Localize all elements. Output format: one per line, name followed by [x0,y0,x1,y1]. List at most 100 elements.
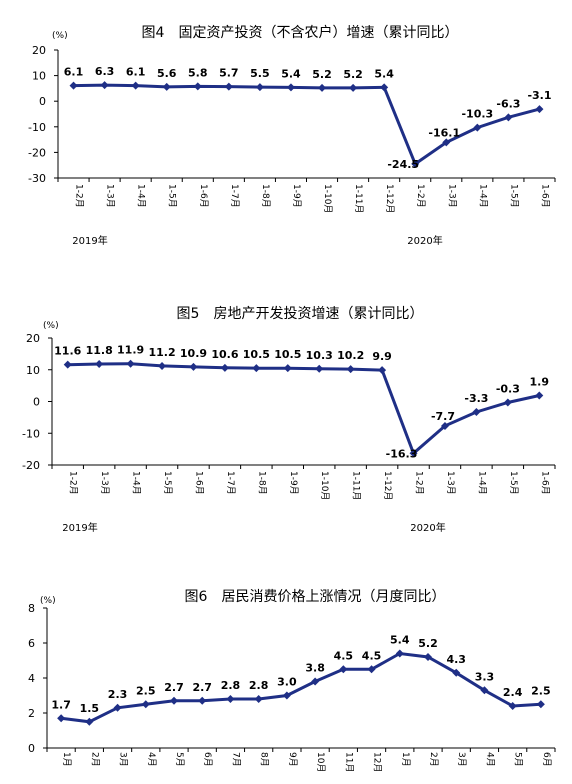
y-unit-label: (%) [40,596,56,606]
y-tick-labels: 0 2 4 6 8 [28,602,47,755]
x-tick-label: 2月 [89,752,100,767]
data-point [395,649,404,658]
x-tick-labels: 1-2月 1-3月 1-4月 1-5月 1-6月 1-7月 1-8月 1-9月 1-10月 1-1… [74,184,551,213]
data-point [158,361,167,370]
data-point [226,695,235,703]
y-tick-label: 2 [28,707,35,720]
x-tick-label: 1-9月 [288,471,299,495]
x-tick-label: 1-4月 [477,184,488,208]
y-tick-label: 8 [28,602,35,615]
data-point [535,391,544,400]
data-label: 1.9 [530,375,550,388]
chart-fixed-asset-investment: 图4 固定资产投资（不含农户）增速（累计同比） (%) -30 -20 -10 0 10… [28,24,556,247]
data-point [409,449,418,458]
data-point [100,81,109,90]
y-tick-label: 0 [39,95,46,108]
x-tick-label: 1-3月 [446,184,457,208]
data-point [411,159,420,168]
data-label: 9.9 [372,350,392,363]
x-tick-label: 1月 [61,752,72,767]
x-tick-label: 12月 [372,752,383,772]
data-point [95,360,104,369]
data-point [480,686,489,695]
data-label: 5.2 [343,68,363,81]
data-point [141,700,150,709]
x-tick-label: 11月 [343,752,354,772]
data-label: 5.5 [250,67,270,80]
data-point [380,83,389,92]
data-label: -6.3 [496,97,520,110]
x-tick-labels: 1月 2月 3月 4月 5月 6月 7月 8月 9月 10月 11月 12月 1月 2月 3月 4月 5月 6月 [61,752,552,772]
x-tick-label: 1-12月 [384,184,395,213]
x-tick-label: 1-7月 [229,184,240,208]
x-tick-label: 1-4月 [476,471,487,495]
x-tick-label: 1-10月 [322,184,333,213]
data-label: 6.1 [126,66,146,79]
data-point [504,113,513,122]
x-tick-label: 6月 [541,752,552,767]
data-label: 11.6 [54,345,81,358]
data-label: 4.5 [334,649,354,662]
x-tick-label: 1-6月 [193,471,204,495]
x-tick-label: 1-3月 [445,471,456,495]
x-tick-label: 8月 [259,752,270,767]
x-tick-label: 1-11月 [353,184,364,213]
data-label: 3.0 [277,676,297,689]
data-label: 5.2 [312,68,332,81]
data-labels: 6.1 6.3 6.1 5.6 5.8 5.7 5.5 5.4 5.2 5.2 5.4 -24.5 -1… [64,65,552,171]
data-label: 10.5 [274,348,301,361]
data-point [255,83,264,92]
y-tick-label: 4 [28,672,35,685]
x-tick-label: 9月 [287,752,298,767]
data-point [315,364,324,373]
data-point [131,81,140,90]
y-tick-label: 10 [26,364,40,377]
y-tick-label: -20 [28,146,46,159]
x-tick-label: 1-3月 [99,471,110,495]
data-point [193,82,202,91]
data-label: 11.2 [148,346,175,359]
x-tick-label: 1-9月 [291,184,302,208]
x-tick-label: 5月 [174,752,185,767]
y-tick-label: 10 [32,70,46,83]
data-point [535,105,544,114]
data-point [162,82,171,91]
data-label: -16.1 [428,126,460,139]
data-label: 2.8 [221,679,241,692]
data-label: -10.3 [461,108,493,121]
data-label: 2.5 [136,684,156,697]
data-point [126,359,135,368]
year-label-2020: 2020年 [410,521,445,534]
x-tick-label: 7月 [230,752,241,767]
data-point [85,717,94,726]
data-point [349,83,358,92]
y-tick-label: -10 [22,427,40,440]
series-markers [63,359,544,458]
x-tick-label: 1月 [400,752,411,767]
x-tick-label: 1-4月 [131,471,142,495]
data-label: 2.3 [108,688,128,701]
x-tick-label: 4月 [484,752,495,767]
data-label: -16.3 [386,447,418,460]
data-point [63,360,72,369]
data-label: 3.3 [475,670,495,683]
data-point [57,714,66,723]
x-tick-label: 1-2月 [414,471,425,495]
data-label: 1.5 [80,702,100,715]
x-tick-marks [46,748,556,752]
data-label: 6.3 [95,65,115,78]
series-markers [57,649,545,726]
y-tick-label: 20 [26,332,40,345]
y-tick-label: -20 [22,459,40,472]
data-label: 5.4 [281,67,301,80]
data-label: 6.1 [64,66,84,79]
data-label: 2.7 [192,681,212,694]
data-label: 10.3 [306,349,333,362]
x-tick-label: 5月 [513,752,524,767]
x-tick-marks [57,178,556,182]
x-tick-label: 3月 [118,752,129,767]
x-tick-label: 1-6月 [539,471,550,495]
x-tick-labels: 1-2月 1-3月 1-4月 1-5月 1-6月 1-7月 1-8月 1-9月 1-10月 1-1… [68,471,551,500]
